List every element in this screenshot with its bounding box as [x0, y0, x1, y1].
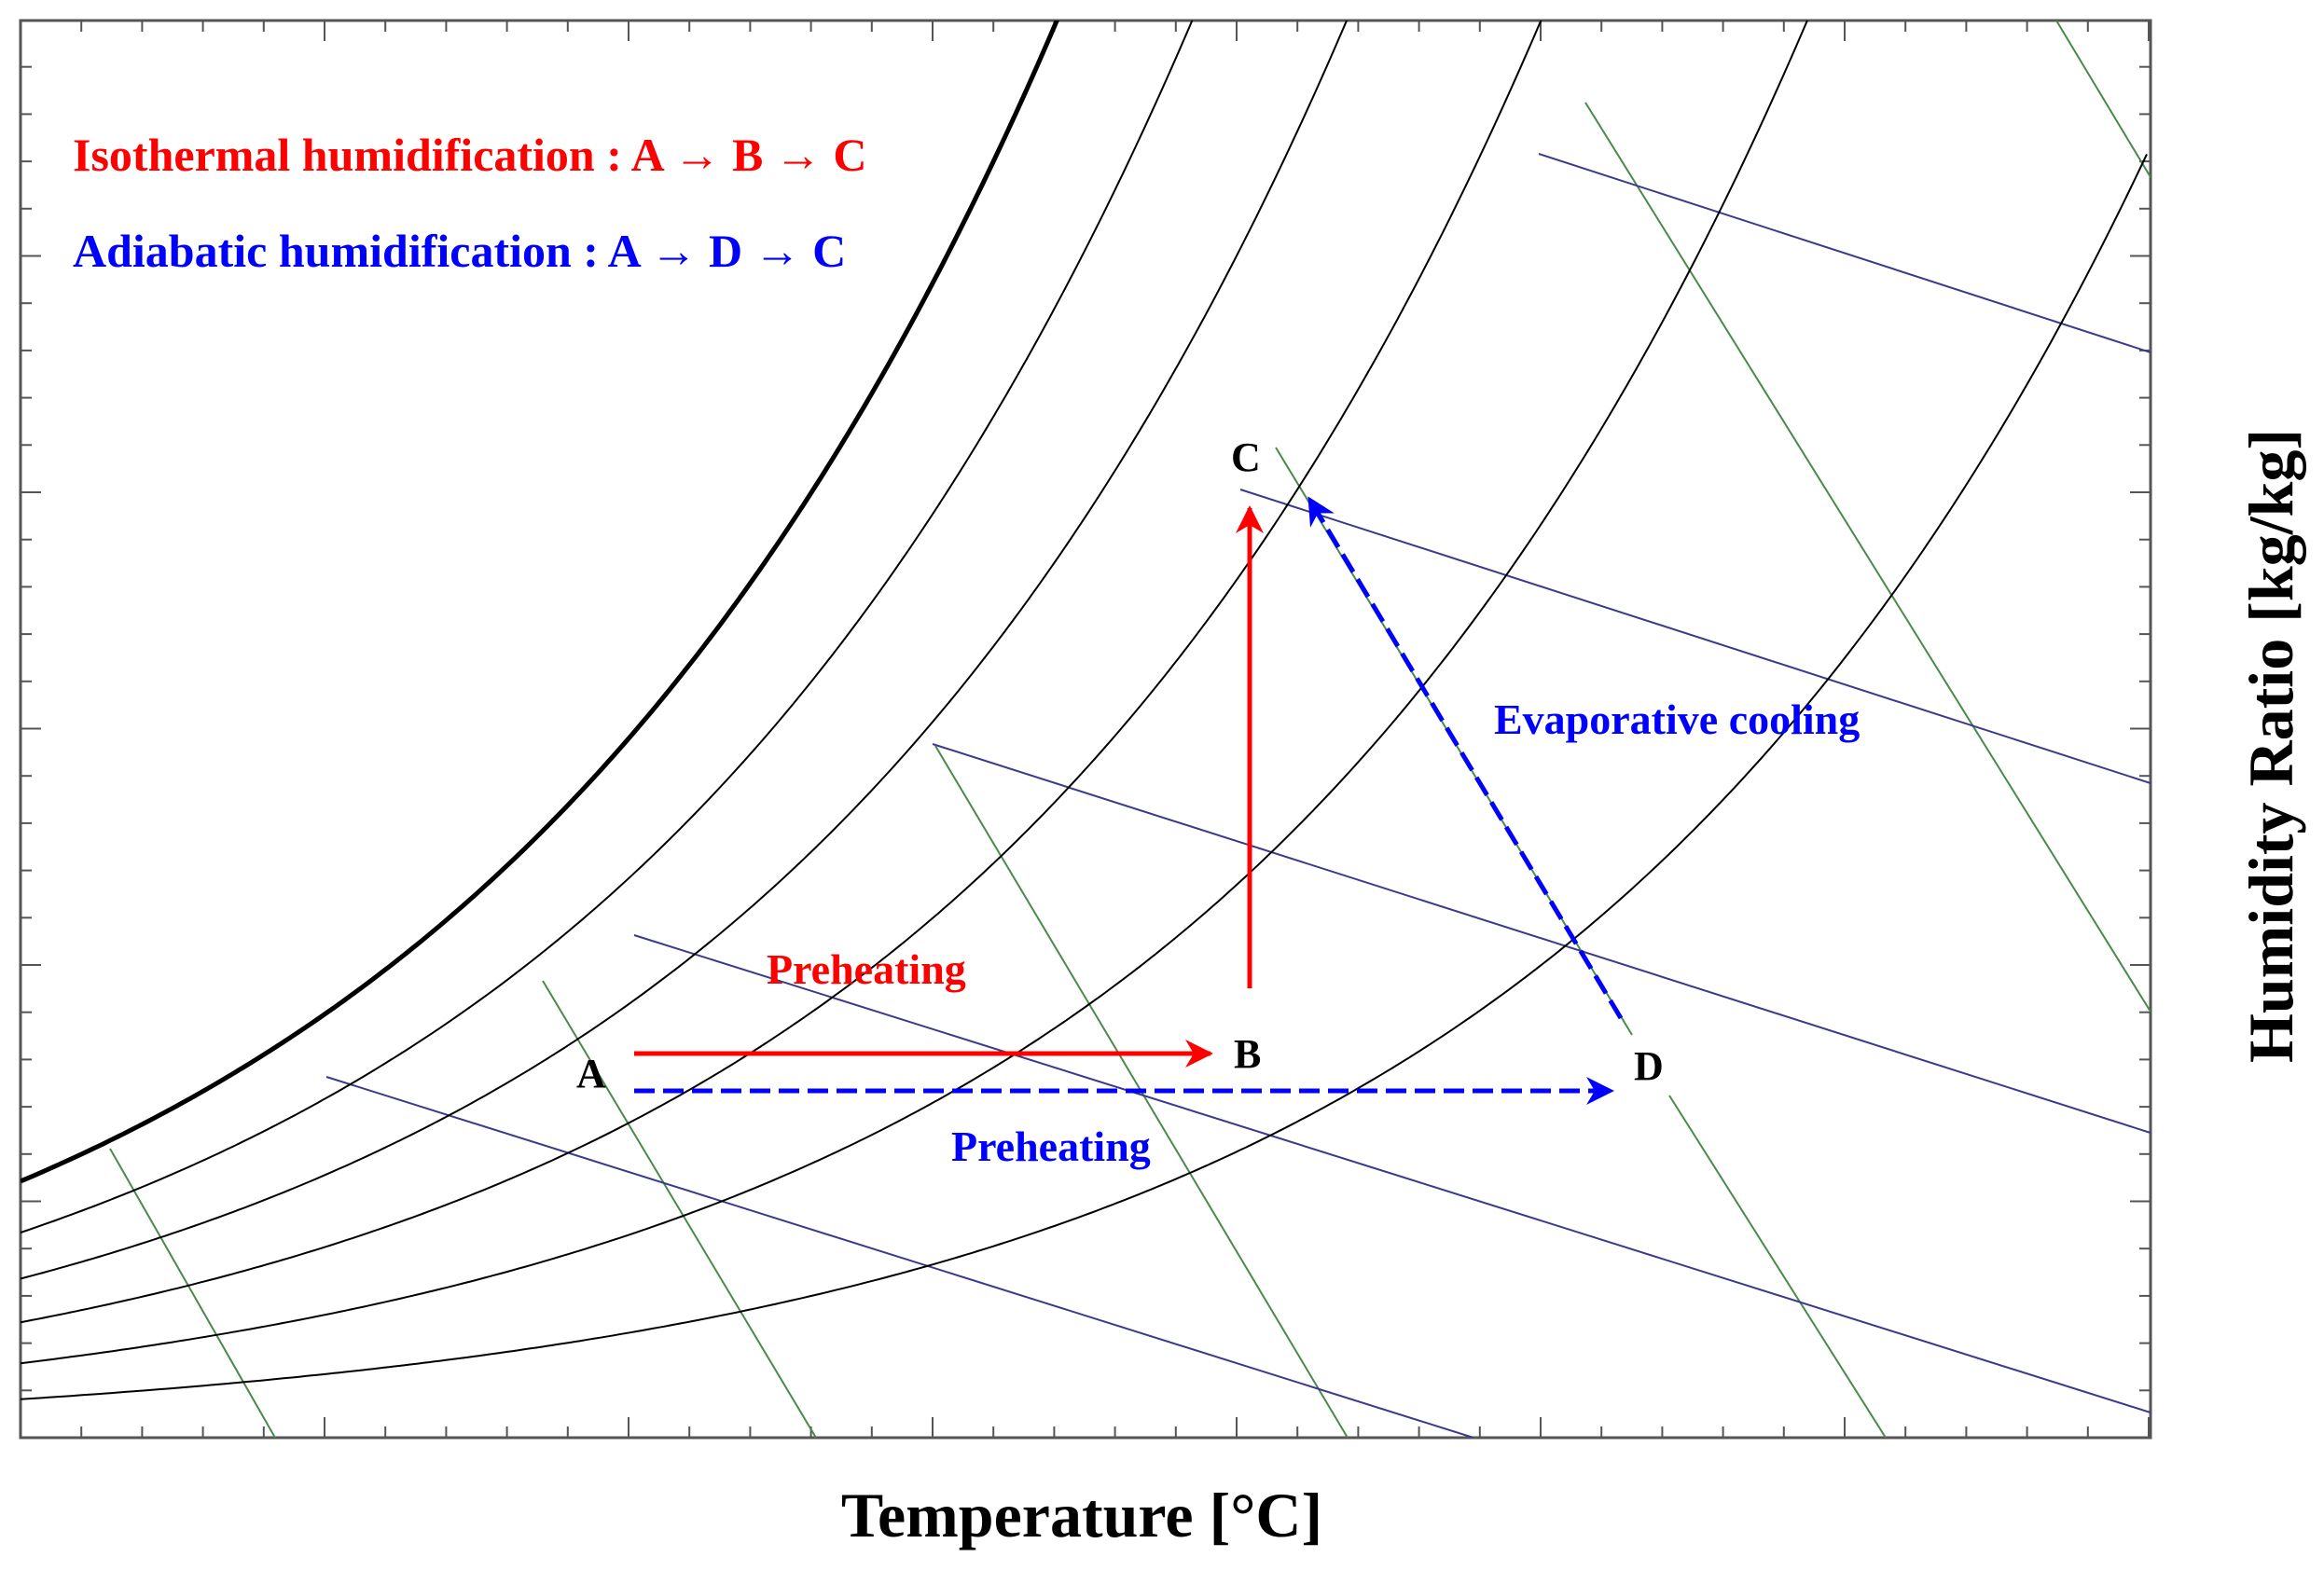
point-label-b: B	[1234, 1031, 1261, 1077]
relative-humidity-curves	[21, 21, 2148, 1400]
wet-bulb-line	[542, 980, 817, 1438]
point-label-d: D	[1634, 1043, 1664, 1089]
legend-adiabatic: Adiabatic humidification : A → D → C	[73, 225, 846, 277]
rh-curve	[21, 21, 1349, 1280]
enthalpy-line	[1239, 489, 2151, 784]
rh-curve	[21, 21, 1194, 1233]
rh-curve	[21, 21, 1542, 1324]
wet-bulb-line	[109, 1148, 276, 1438]
wet-bulb-line	[2055, 21, 2151, 178]
wet-bulb-line	[1668, 1095, 1887, 1438]
rh-curve	[21, 153, 2148, 1400]
enthalpy-line	[325, 1076, 1474, 1438]
x-axis-label: Temperature [°C]	[841, 1480, 1322, 1550]
wet-bulb-line	[1584, 102, 2151, 1013]
annotation-evaporative-cooling: Evaporative cooling	[1494, 696, 1860, 743]
evaporative-cooling-arrow-d-to-c	[1307, 496, 1624, 1020]
saturation-curve	[21, 21, 1060, 1184]
legend-isothermal: Isothermal humidification : A → B → C	[73, 129, 866, 181]
point-label-a: A	[576, 1051, 606, 1096]
annotation-preheating-red: Preheating	[767, 945, 966, 993]
enthalpy-line	[932, 743, 2151, 1134]
annotation-preheating-blue: Preheating	[951, 1123, 1151, 1170]
axis-ticks	[20, 21, 2151, 1439]
enthalpy-line	[1538, 153, 2151, 353]
y-axis-label: Humidity Ratio [kg/kg]	[2235, 429, 2306, 1063]
enthalpy-lines	[325, 153, 2151, 1438]
rh-curve	[21, 21, 1809, 1365]
point-label-c: C	[1231, 434, 1261, 480]
enthalpy-line	[633, 934, 2151, 1413]
